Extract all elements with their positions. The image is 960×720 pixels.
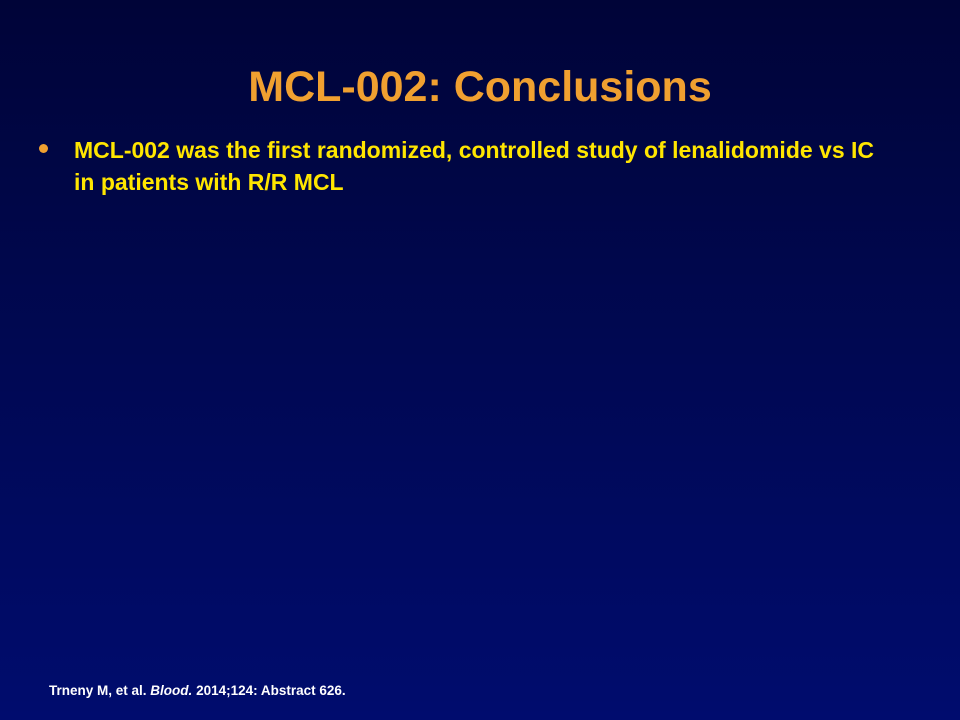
citation-details: 2014;124: Abstract 626.: [196, 683, 346, 698]
bullet-item: MCL-002 was the first randomized, contro…: [36, 134, 896, 198]
bullet-list: MCL-002 was the first randomized, contro…: [36, 134, 896, 198]
bullet-dot-icon: [39, 144, 48, 153]
citation-journal: Blood.: [150, 683, 193, 698]
bullet-text: MCL-002 was the first randomized, contro…: [74, 137, 875, 195]
citation: Trneny M, et al. Blood. 2014;124: Abstra…: [49, 682, 346, 700]
citation-authors: Trneny M, et al.: [49, 683, 147, 698]
slide-title: MCL-002: Conclusions: [248, 63, 712, 111]
